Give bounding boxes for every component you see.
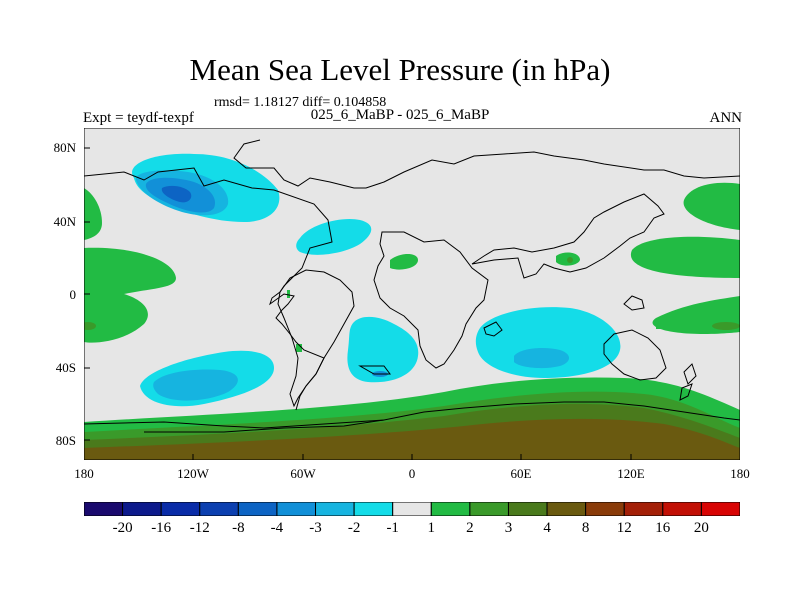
- colorbar-label: 1: [427, 520, 436, 536]
- colorbar-box: [392, 502, 432, 516]
- colorbar-box: [623, 502, 664, 516]
- colorbar-label: 4: [543, 520, 551, 536]
- olive-west-tropics: [84, 322, 96, 330]
- green-west-40n: [84, 188, 102, 240]
- lat-label-40n: 40N: [53, 214, 76, 229]
- colorbar-box: [546, 502, 587, 516]
- colorbar-label: 20: [693, 520, 709, 536]
- olive-east-tropics: [712, 322, 740, 330]
- axis-ticks: [84, 147, 632, 460]
- coastlines: [84, 139, 740, 433]
- colorbar-label: 2: [466, 520, 474, 536]
- stats-line: rmsd= 1.18127 diff= 0.104858: [214, 95, 387, 110]
- colorbar-box: [84, 502, 124, 516]
- low-south-pacific-mid: [153, 369, 238, 401]
- colorbar: [84, 502, 740, 516]
- colorbar-box: [662, 502, 702, 516]
- lon-label-0: 0: [408, 466, 416, 481]
- colorbar-label: -2: [347, 520, 361, 536]
- colorbar-box: [199, 502, 239, 516]
- experiment-label: Expt = teydf-texpf: [83, 110, 194, 126]
- lon-label-60e: 60E: [510, 466, 532, 481]
- lon-label-120w: 120W: [177, 466, 209, 481]
- colorbar-label: 16: [655, 520, 671, 536]
- band-brown-south: [84, 418, 740, 460]
- colorbar-label: -20: [112, 520, 133, 536]
- green-brazil-spot: [296, 344, 302, 352]
- colorbar-label: 12: [616, 520, 632, 536]
- colorbar-label: -8: [232, 520, 245, 536]
- green-australia-spot: [656, 324, 661, 329]
- lon-label-120e: 120E: [617, 466, 645, 481]
- lon-label-180e: 180: [730, 466, 750, 481]
- low-south-indian: [475, 307, 621, 378]
- colorbar-label: 8: [581, 520, 590, 536]
- green-south-america-spot: [287, 290, 290, 298]
- colorbar-label: -1: [386, 520, 399, 536]
- colorbar-box: [353, 502, 394, 516]
- colorbar-box: [430, 502, 471, 516]
- low-south-indian-core: [514, 348, 569, 369]
- plot-subtitle: 025_6_MaBP - 025_6_MaBP: [310, 107, 490, 123]
- colorbar-box: [237, 502, 278, 516]
- colorbar-box: [585, 502, 625, 516]
- tibet-core: [567, 257, 573, 263]
- pressure-map: [84, 128, 740, 460]
- colorbar-box: [122, 502, 162, 516]
- colorbar-label: -4: [270, 520, 284, 536]
- green-east-40n: [683, 182, 740, 230]
- colorbar-box: [315, 502, 355, 516]
- colorbar-label: -16: [151, 520, 172, 536]
- colorbar-label: -3: [309, 520, 322, 536]
- colorbar-label: -12: [189, 520, 210, 536]
- colorbar-box: [276, 502, 317, 516]
- low-north-atlantic: [296, 218, 372, 255]
- green-west-20n: [84, 247, 176, 343]
- colorbar-box: [700, 502, 740, 516]
- colorbar-label: 3: [504, 520, 513, 536]
- colorbar-box: [469, 502, 509, 516]
- low-north-pacific-core: [161, 185, 192, 203]
- lat-label-40s: 40S: [55, 360, 76, 375]
- lat-label-80s: 80S: [55, 433, 76, 448]
- colorbar-box: [507, 502, 548, 516]
- green-asia-small: [390, 254, 418, 270]
- lat-label-0: 0: [69, 287, 77, 302]
- lon-label-60w: 60W: [290, 466, 316, 481]
- green-east-20n: [630, 236, 740, 278]
- colorbar-box: [160, 502, 201, 516]
- plot-title: Mean Sea Level Pressure (in hPa): [189, 52, 611, 87]
- lat-label-80n: 80N: [53, 140, 76, 155]
- season-label: ANN: [709, 110, 743, 126]
- lon-label-180w: 180: [74, 466, 94, 481]
